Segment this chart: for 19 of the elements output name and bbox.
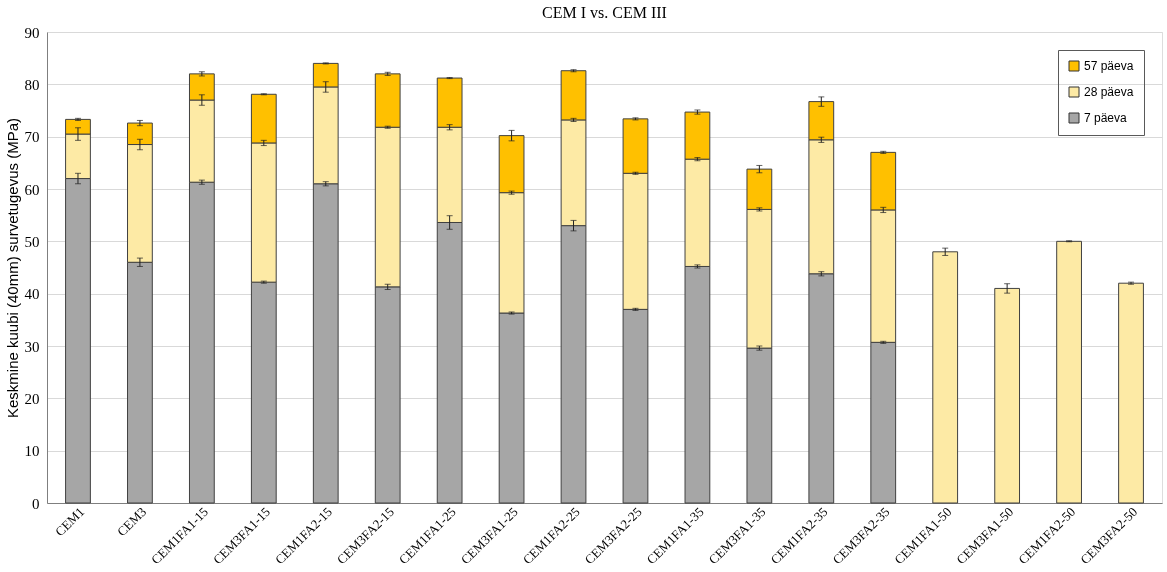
y-axis-title: Keskmine kuubi (40mm) survetugevus (MPa) — [3, 117, 21, 419]
bar — [932, 251, 959, 504]
y-tick-label: 0 — [32, 495, 40, 512]
legend-label: 57 päeva — [1084, 59, 1134, 73]
y-tick-label: 10 — [24, 443, 40, 460]
bar — [1056, 240, 1082, 504]
y-tick-label: 60 — [24, 181, 40, 198]
y-tick-label: 50 — [24, 233, 40, 250]
y-tick-label: 20 — [24, 390, 40, 407]
legend-label: 7 päeva — [1084, 111, 1128, 125]
y-tick-label: 30 — [24, 338, 40, 355]
legend-label: 28 päeva — [1084, 85, 1134, 99]
chart-title: CEM I vs. CEM III — [542, 4, 667, 21]
bar — [994, 287, 1021, 504]
y-tick-label: 90 — [24, 24, 40, 41]
y-tick-label: 40 — [24, 286, 40, 303]
y-tick-label: 70 — [24, 129, 40, 146]
bar — [1118, 282, 1144, 504]
y-tick-label: 80 — [24, 76, 40, 93]
